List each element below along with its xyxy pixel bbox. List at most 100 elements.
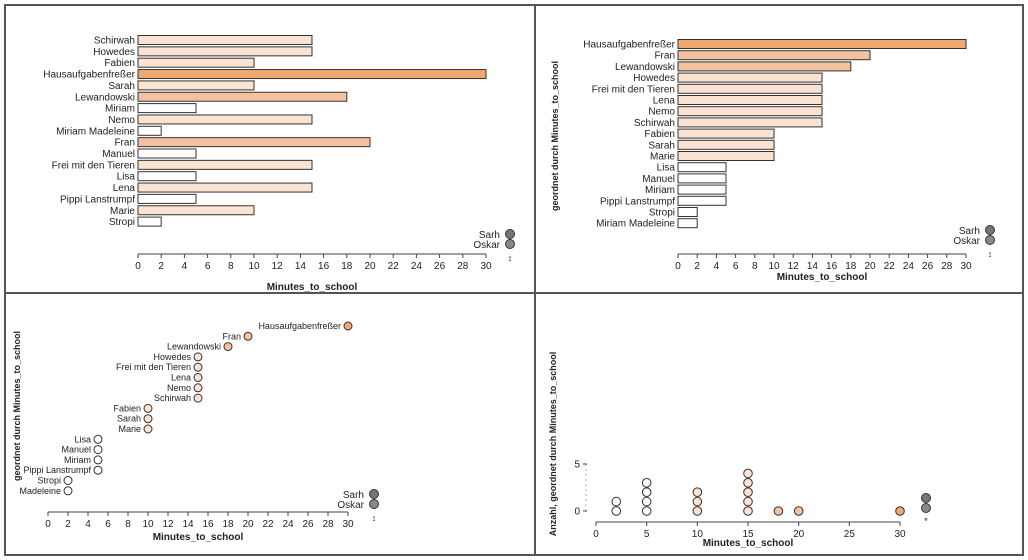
bar-13 (677, 184, 727, 195)
y-tick-label-1: 5 (574, 460, 580, 471)
x-tick-label-7: 14 (295, 261, 307, 272)
x-tick-label-12: 24 (411, 261, 423, 272)
bar-5 (677, 95, 823, 105)
category-label-13: Miriam (645, 185, 675, 196)
x-tick-label-8: 16 (826, 261, 838, 272)
x-tick-label-12: 24 (282, 519, 294, 530)
category-label-13: Lena (113, 183, 136, 194)
point-1 (243, 331, 253, 341)
point-9 (143, 414, 153, 424)
point-label-2: Lewandowski (167, 342, 221, 352)
x-tick-label-13: 26 (302, 519, 314, 530)
bar-12 (137, 171, 197, 182)
point-label-13: Miriam (64, 455, 91, 465)
x-tick-label-11: 22 (884, 261, 896, 272)
point-14 (93, 465, 103, 475)
dot-2-1 (692, 496, 703, 507)
x-tick-label-14: 28 (941, 261, 953, 272)
bar-10 (137, 148, 197, 159)
chart-bar-sorted: 0 2 4 6 8 10 12 14 16 18 20 22 24 26 28 30Minutes_to_sc… (550, 39, 995, 283)
category-label-7: Nemo (108, 115, 135, 126)
chart-dot-sorted: 0 2 4 6 8 10 12 14 16 18 20 22 24 26 28 30Minutes_to_sc… (12, 321, 379, 543)
dot-6-0 (895, 506, 905, 516)
category-label-2: Lewandowski (615, 62, 675, 73)
category-label-11: Frei mit den Tieren (52, 160, 135, 171)
bar-0 (677, 39, 967, 49)
dot-2-2 (692, 487, 703, 497)
dot-3-2 (743, 487, 753, 497)
dot-1-3 (641, 478, 652, 488)
point-label-11: Lisa (74, 434, 91, 444)
category-label-6: Nemo (648, 107, 675, 118)
legend-marker-1 (985, 235, 995, 245)
point-5 (193, 373, 203, 382)
category-label-0: Hausaufgabenfreßer (583, 40, 675, 51)
category-label-7: Schirwah (634, 118, 675, 129)
point-8 (143, 403, 153, 413)
dot-0-1 (611, 496, 622, 507)
point-7 (193, 393, 203, 403)
point-11 (93, 434, 103, 444)
x-tick-label-3: 6 (733, 261, 739, 272)
point-label-5: Lena (171, 373, 191, 383)
panel-dot-sorted: 0 2 4 6 8 10 12 14 16 18 20 22 24 26 28 30 Minutes_to_sc… (4, 292, 536, 556)
x-tick-label-15: 30 (480, 261, 492, 272)
y-axis-title: Anzahl, geordnet durch Minutes_to_school (548, 352, 558, 537)
x-tick-label-5: 10 (248, 261, 260, 272)
category-label-9: Sarah (648, 140, 675, 151)
x-tick-label-11: 22 (262, 519, 274, 530)
dot-4-0 (773, 506, 784, 516)
point-16 (63, 486, 73, 496)
x-tick-label-1: 5 (644, 529, 650, 540)
category-label-11: Lisa (657, 163, 676, 174)
point-6 (193, 383, 203, 393)
bar-14 (137, 193, 197, 204)
x-tick-label-6: 12 (162, 519, 174, 530)
x-tick-label-2: 4 (85, 519, 91, 530)
bar-1 (677, 50, 871, 61)
x-tick-label-2: 4 (182, 261, 188, 272)
x-tick-label-0: 0 (675, 261, 681, 272)
point-0 (343, 321, 353, 331)
legend-label-1: Oskar (953, 236, 980, 247)
x-tick-label-8: 16 (202, 519, 214, 530)
legend-extra-symbol: ↕ (508, 253, 513, 263)
x-tick-label-12: 24 (903, 261, 915, 272)
bar-7 (137, 114, 313, 125)
bar-8 (137, 125, 162, 136)
bar-12 (677, 173, 727, 184)
x-tick-label-14: 28 (322, 519, 334, 530)
point-label-10: Marie (118, 424, 141, 434)
x-tick-label-2: 4 (714, 261, 720, 272)
bar-13 (137, 182, 313, 193)
x-tick-label-9: 18 (845, 261, 857, 272)
bar-11 (677, 162, 727, 173)
dot-3-3 (743, 478, 753, 488)
bar-16 (137, 216, 162, 227)
dot-2-0 (692, 506, 703, 516)
x-tick-label-15: 30 (342, 519, 354, 530)
dot-3-0 (743, 506, 753, 516)
point-label-4: Frei mit den Tieren (116, 362, 191, 372)
x-tick-label-15: 30 (960, 261, 972, 272)
x-tick-label-2: 10 (692, 529, 704, 540)
x-tick-label-10: 20 (864, 261, 876, 272)
dot-1-0 (641, 506, 652, 516)
x-tick-label-5: 10 (142, 519, 154, 530)
x-axis-title: Minutes_to_school (153, 532, 244, 543)
category-label-2: Fabien (104, 58, 135, 69)
category-label-8: Fabien (644, 129, 675, 140)
x-tick-label-7: 14 (807, 261, 819, 272)
legend-marker-0 (985, 225, 995, 235)
x-axis-title: Minutes_to_school (703, 538, 794, 549)
legend-extra-symbol-star: * (924, 516, 928, 526)
x-tick-label-8: 16 (318, 261, 330, 272)
x-tick-label-4: 20 (793, 529, 805, 540)
category-label-1: Fran (654, 51, 675, 62)
bar-9 (137, 137, 371, 148)
x-tick-label-10: 20 (364, 261, 376, 272)
bar-9 (677, 139, 775, 150)
point-15 (63, 476, 73, 485)
x-tick-label-1: 2 (694, 261, 700, 272)
bar-6 (137, 103, 197, 114)
